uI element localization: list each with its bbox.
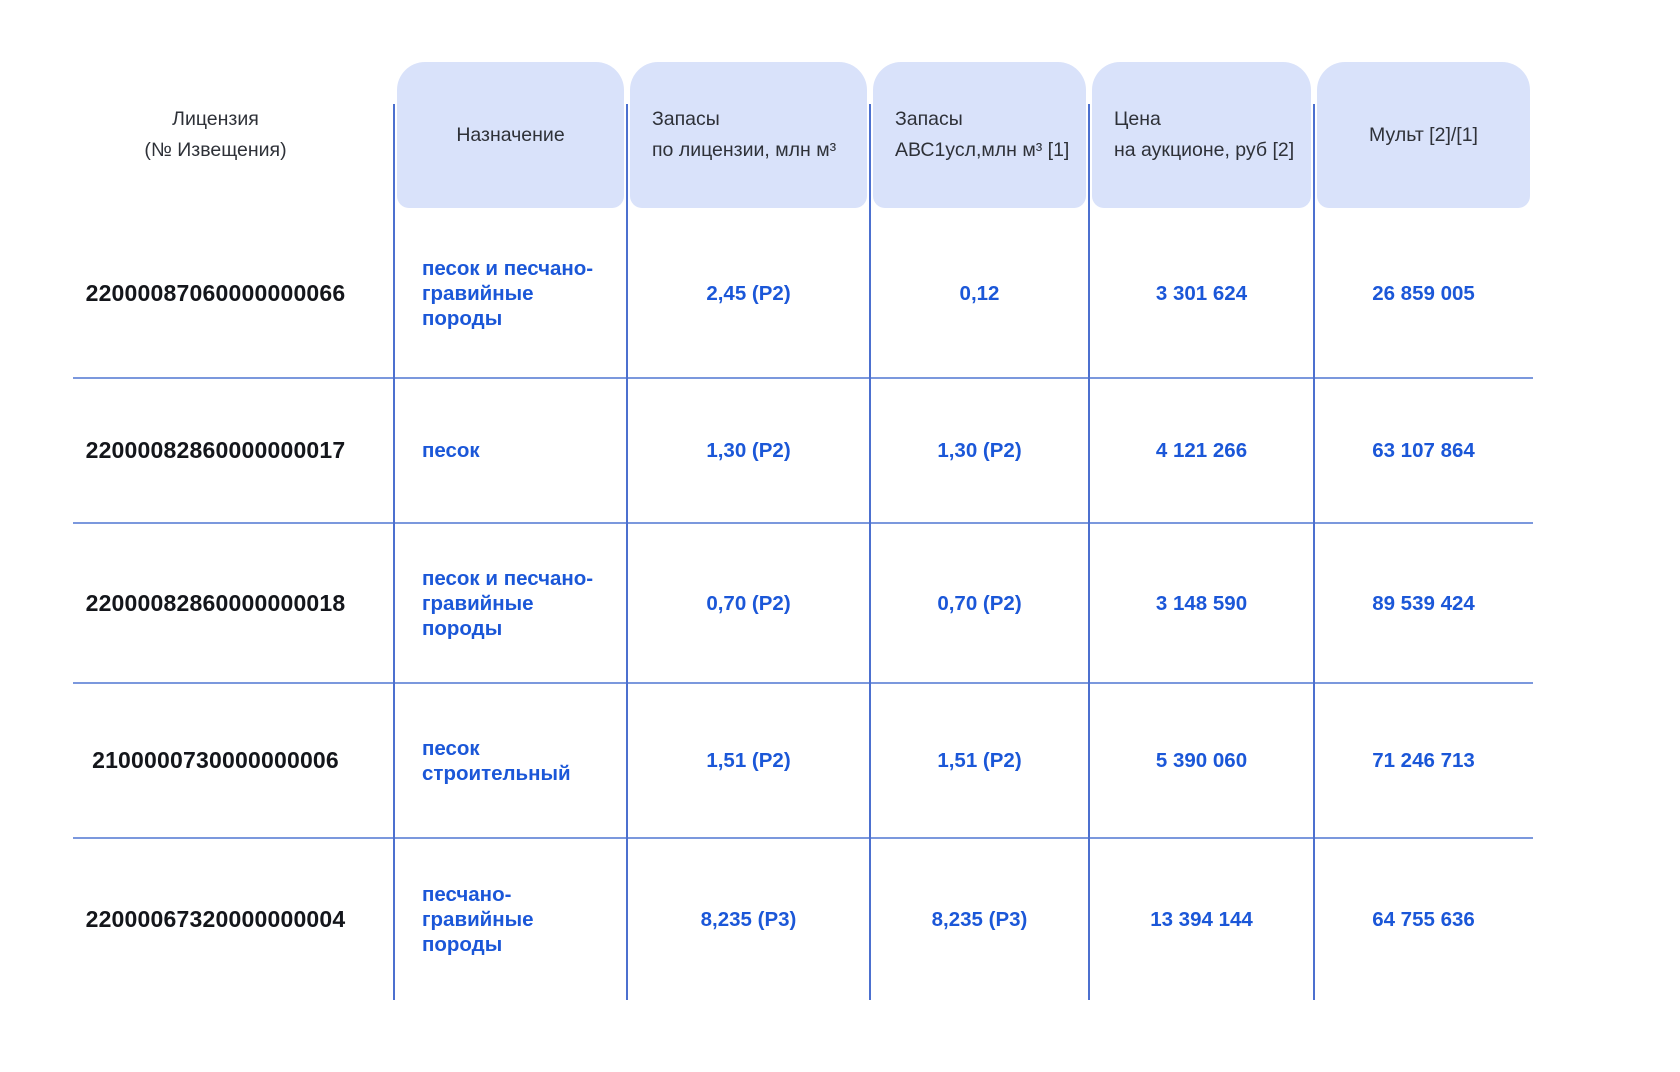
mult-value: 64 755 636 (1372, 907, 1475, 931)
reserves-abc1-value: 0,12 (959, 281, 1000, 305)
column-divider (1088, 104, 1090, 1000)
column-header-mult: Мульт [2]/[1] (1314, 62, 1533, 208)
cell-mult: 63 107 864 (1314, 378, 1533, 523)
cell-purpose: песок и песчано- гравийные породы (394, 523, 627, 683)
purpose-text: песок и песчано- гравийные породы (422, 256, 594, 330)
cell-reserves-abc1: 1,51 (Р2) (870, 683, 1089, 838)
cell-auction-price: 3 148 590 (1089, 523, 1314, 683)
reserves-abc1-value: 1,51 (Р2) (937, 749, 1022, 772)
cell-license: 22000082860000000017 (85, 437, 346, 463)
column-header-reserves-license: Запасы по лицензии, млн м³ (627, 62, 870, 208)
purpose-text: песчано- гравийные породы (422, 882, 534, 956)
header-capsule: Запасы АВС1усл,млн м³ [1] (873, 62, 1086, 208)
auction-price-value: 3 148 590 (1155, 591, 1248, 615)
cell-auction-price: 13 394 144 (1089, 838, 1314, 1000)
row-divider (73, 377, 1533, 379)
column-header-purpose: Назначение (394, 62, 627, 208)
cell-mult: 71 246 713 (1314, 683, 1533, 838)
header-capsule: Назначение (397, 62, 624, 208)
purpose-text: песок и песчано- гравийные породы (422, 566, 594, 640)
column-header-reserves-abc1: Запасы АВС1усл,млн м³ [1] (870, 62, 1089, 208)
mult-value: 71 246 713 (1372, 749, 1475, 772)
auction-price-value: 3 301 624 (1155, 281, 1248, 305)
column-header-license: Лицензия (№ Извещения) (73, 62, 394, 208)
reserves-license-value: 1,30 (Р2) (706, 439, 791, 462)
column-divider (393, 104, 395, 1000)
column-divider (1313, 104, 1315, 1000)
cell-mult: 89 539 424 (1314, 523, 1533, 683)
cell-license: 2100000730000000006 (92, 747, 339, 773)
column-header-auction-price-label: Цена на аукционе, руб [2] (1114, 108, 1295, 161)
cell-reserves-license: 2,45 (Р2) (627, 208, 870, 378)
reserves-abc1-value: 1,30 (Р2) (937, 439, 1022, 462)
cell-purpose: песок (394, 378, 627, 523)
row-divider (73, 682, 1533, 684)
cell-reserves-abc1: 8,235 (Р3) (870, 838, 1089, 1000)
cell-reserves-abc1: 0,12 (870, 208, 1089, 378)
column-header-reserves-license-label: Запасы по лицензии, млн м³ (652, 108, 837, 161)
auction-price-value: 4 121 266 (1155, 439, 1248, 462)
purpose-text: песок строительный (422, 736, 571, 785)
cell-reserves-license: 1,30 (Р2) (627, 378, 870, 523)
header-capsule: Запасы по лицензии, млн м³ (630, 62, 867, 208)
cell-reserves-license: 8,235 (Р3) (627, 838, 870, 1000)
header-capsule: Цена на аукционе, руб [2] (1092, 62, 1311, 208)
auction-price-value: 13 394 144 (1150, 907, 1253, 931)
cell-reserves-abc1: 0,70 (Р2) (870, 523, 1089, 683)
reserves-abc1-value: 8,235 (Р3) (931, 907, 1028, 931)
cell-license: 22000082860000000018 (85, 589, 346, 616)
row-divider (73, 522, 1533, 524)
mult-value: 63 107 864 (1372, 439, 1475, 462)
reserves-abc1-value: 0,70 (Р2) (937, 591, 1022, 615)
cell-auction-price: 5 390 060 (1089, 683, 1314, 838)
column-header-mult-label: Мульт [2]/[1] (1369, 123, 1478, 146)
column-header-auction-price: Цена на аукционе, руб [2] (1089, 62, 1314, 208)
cell-auction-price: 4 121 266 (1089, 378, 1314, 523)
cell-purpose: песчано- гравийные породы (394, 838, 627, 1000)
cell-mult: 64 755 636 (1314, 838, 1533, 1000)
reserves-license-value: 1,51 (Р2) (706, 749, 791, 772)
auction-price-value: 5 390 060 (1155, 749, 1248, 772)
cell-reserves-license: 0,70 (Р2) (627, 523, 870, 683)
header-capsule: Мульт [2]/[1] (1317, 62, 1530, 208)
mult-value: 26 859 005 (1372, 281, 1475, 305)
cell-auction-price: 3 301 624 (1089, 208, 1314, 378)
cell-license: 22000087060000000066 (85, 279, 346, 306)
column-header-purpose-label: Назначение (456, 123, 565, 146)
mult-value: 89 539 424 (1372, 591, 1475, 615)
reserves-license-value: 8,235 (Р3) (700, 907, 797, 931)
cell-mult: 26 859 005 (1314, 208, 1533, 378)
reserves-license-value: 0,70 (Р2) (706, 591, 791, 615)
cell-reserves-license: 1,51 (Р2) (627, 683, 870, 838)
column-header-reserves-abc1-label: Запасы АВС1усл,млн м³ [1] (895, 108, 1070, 161)
license-auction-table: Лицензия (№ Извещения) Назначение Запасы… (73, 62, 1533, 1000)
row-divider (73, 837, 1533, 839)
cell-purpose: песок и песчано- гравийные породы (394, 208, 627, 378)
cell-reserves-abc1: 1,30 (Р2) (870, 378, 1089, 523)
cell-purpose: песок строительный (394, 683, 627, 838)
column-divider (626, 104, 628, 1000)
reserves-license-value: 2,45 (Р2) (706, 281, 791, 305)
purpose-text: песок (422, 439, 480, 462)
column-divider (869, 104, 871, 1000)
cell-license: 22000067320000000004 (85, 905, 346, 932)
column-header-license-label: Лицензия (№ Извещения) (144, 108, 287, 161)
